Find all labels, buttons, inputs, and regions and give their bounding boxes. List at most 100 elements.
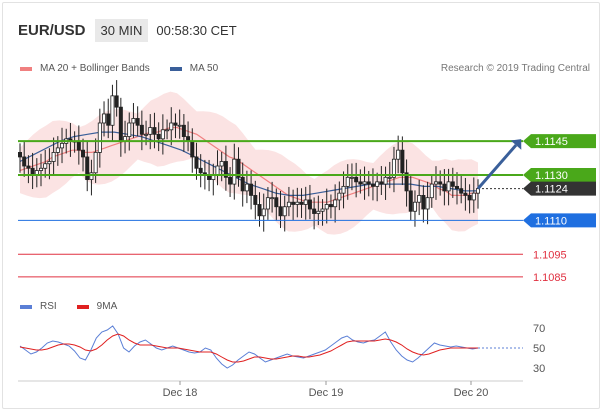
candle xyxy=(463,177,468,211)
legend-ma50-label: MA 50 xyxy=(189,63,219,74)
candle xyxy=(89,159,94,196)
level-lines-layer: 1.1145 1.1130 1.1124 1.1110 1.1095 1.1085 xyxy=(18,134,596,284)
candle xyxy=(320,199,325,226)
candle-body xyxy=(429,183,434,199)
candle-body xyxy=(345,176,350,187)
legend-rsi: RSI xyxy=(20,301,57,312)
candle xyxy=(450,167,455,198)
rsi-legend: RSI 9MA xyxy=(20,301,137,312)
candle xyxy=(173,113,178,139)
candle-body xyxy=(286,201,291,208)
candle xyxy=(26,155,31,184)
candle xyxy=(39,153,44,187)
candle-body xyxy=(370,183,375,187)
candle-body xyxy=(240,176,245,192)
legend-9ma: 9MA xyxy=(76,301,118,312)
candle-body xyxy=(30,167,35,176)
candle-body xyxy=(366,181,371,185)
moving-average-layer xyxy=(19,126,478,203)
candle-body xyxy=(391,158,396,178)
forecast-arrow-head xyxy=(510,139,522,150)
legend-ma20-label: MA 20 + Bollinger Bands xyxy=(40,63,150,74)
candle-body xyxy=(328,204,333,208)
candle-body xyxy=(446,181,451,192)
candle-body xyxy=(467,195,472,201)
candle-body xyxy=(303,199,308,205)
candle xyxy=(391,146,396,193)
candle xyxy=(244,170,249,204)
candle-body xyxy=(181,124,186,137)
rsi-tick-30: 30 xyxy=(533,363,545,375)
candle-body xyxy=(421,195,426,210)
candle-body xyxy=(160,129,165,140)
candle-body xyxy=(463,192,468,196)
candle-body xyxy=(131,118,136,124)
chart-header: EUR/USD 30 MIN 00:58:30 CET xyxy=(18,18,237,42)
candle-body xyxy=(228,176,233,185)
legend-9ma-label: 9MA xyxy=(96,301,118,312)
candle-body xyxy=(17,152,22,158)
x-tick-label-Dec-19: Dec 19 xyxy=(309,387,344,399)
candle-body xyxy=(76,140,81,151)
level-label-1.1124: 1.1124 xyxy=(535,184,568,196)
legend-rsi-label: RSI xyxy=(40,301,57,312)
price-legend: MA 20 + Bollinger Bands MA 50 xyxy=(20,63,238,74)
candle-body xyxy=(265,197,270,210)
candle xyxy=(274,188,279,221)
candle xyxy=(303,186,308,220)
candle-body xyxy=(349,176,354,179)
candle xyxy=(139,110,144,151)
candle xyxy=(299,188,304,218)
candle-body xyxy=(232,158,237,185)
candle xyxy=(261,193,266,232)
candle xyxy=(148,114,153,150)
candle-body xyxy=(471,192,476,201)
candle xyxy=(404,159,409,207)
candle xyxy=(110,84,115,141)
level-label-1.1110: 1.1110 xyxy=(535,215,567,227)
level-label-1.1095: 1.1095 xyxy=(533,249,567,261)
candle-body xyxy=(312,208,317,214)
candle xyxy=(97,108,102,168)
bollinger-band xyxy=(20,91,478,235)
candle-body xyxy=(278,206,283,217)
candle-body xyxy=(459,188,464,194)
candle-body xyxy=(114,95,119,108)
symbol-title[interactable]: EUR/USD xyxy=(18,21,86,39)
ma50-line xyxy=(19,131,478,196)
candle-body xyxy=(97,122,102,153)
candle-body xyxy=(307,199,312,210)
forecast-arrow-shaft xyxy=(476,144,518,190)
candle xyxy=(114,80,119,117)
legend-ma20-swatch xyxy=(20,66,32,71)
candle-body xyxy=(362,181,367,185)
candle-body xyxy=(190,140,195,158)
candle-body xyxy=(291,201,296,205)
candle xyxy=(358,169,363,194)
candle-body xyxy=(60,142,65,149)
candle xyxy=(60,127,65,164)
candle xyxy=(253,180,258,220)
candle xyxy=(265,187,270,220)
level-tag-1.1110 xyxy=(523,213,596,228)
timeframe-badge[interactable]: 30 MIN xyxy=(94,18,149,42)
candle-body xyxy=(400,149,405,174)
level-tag-1.1130 xyxy=(523,168,596,183)
candle xyxy=(232,143,237,200)
candle-body xyxy=(396,149,401,160)
candle xyxy=(17,143,22,173)
candle-body xyxy=(156,133,161,140)
candle-body xyxy=(127,122,132,137)
candle-body xyxy=(152,127,157,135)
candle-body xyxy=(387,176,392,179)
candle xyxy=(282,195,287,232)
candle-body xyxy=(144,133,149,136)
candle-body xyxy=(261,208,266,217)
legend-rsi-swatch xyxy=(20,304,32,309)
candle xyxy=(417,179,422,216)
candle xyxy=(362,166,367,200)
rsi-panel: 30 50 70 xyxy=(19,323,545,375)
candle xyxy=(219,151,224,182)
rsi-tick-70: 70 xyxy=(533,323,545,335)
candle-body xyxy=(438,181,443,185)
